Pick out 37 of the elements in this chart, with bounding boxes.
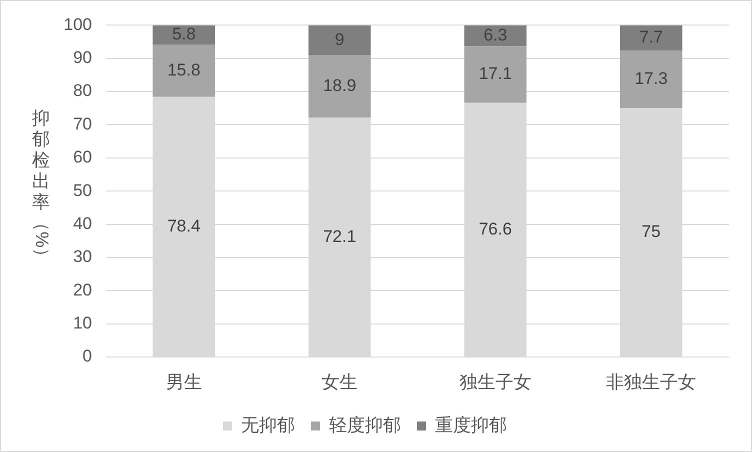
bar — [464, 46, 527, 103]
data-label: 17.3 — [634, 69, 668, 88]
x-tick-label: 男生 — [166, 372, 202, 392]
data-label: 15.8 — [167, 60, 200, 80]
y-tick-label: 100 — [64, 14, 92, 34]
data-label: 78.4 — [167, 216, 200, 236]
y-tick-label: 20 — [73, 280, 92, 300]
bar — [620, 25, 682, 51]
y-tick-label: 90 — [73, 48, 92, 68]
x-tick-label: 独生子女 — [459, 372, 532, 392]
data-label: 9 — [334, 30, 344, 49]
bar — [308, 55, 371, 118]
bar — [620, 50, 682, 108]
bar — [308, 25, 371, 56]
y-tick-label: 80 — [73, 81, 92, 100]
data-label: 18.9 — [323, 76, 356, 96]
data-label: 6.3 — [484, 25, 508, 44]
data-label: 17.1 — [478, 64, 512, 84]
data-label: 5.8 — [172, 24, 196, 44]
y-tick-label: 70 — [73, 114, 92, 134]
x-tick-label: 非独生子女 — [606, 372, 696, 392]
y-tick-label: 10 — [73, 314, 92, 333]
data-label: 7.7 — [639, 28, 663, 47]
data-label: 72.1 — [323, 226, 356, 246]
bar — [152, 44, 216, 97]
y-tick-label: 30 — [73, 247, 92, 266]
y-axis-title: 抑郁检出率（%） — [32, 108, 52, 266]
y-tick-label: 40 — [73, 214, 92, 233]
legend-label: 重度抑郁 — [435, 414, 507, 435]
y-tick-label: 60 — [73, 148, 92, 167]
y-tick-label: 50 — [73, 180, 92, 200]
y-tick-label: 0 — [82, 346, 92, 366]
x-tick-label: 女生 — [322, 372, 358, 392]
data-label: 76.6 — [478, 219, 512, 238]
legend-label: 无抑郁 — [241, 414, 295, 435]
data-label: 75 — [642, 222, 661, 242]
legend-label: 轻度抑郁 — [329, 414, 401, 435]
